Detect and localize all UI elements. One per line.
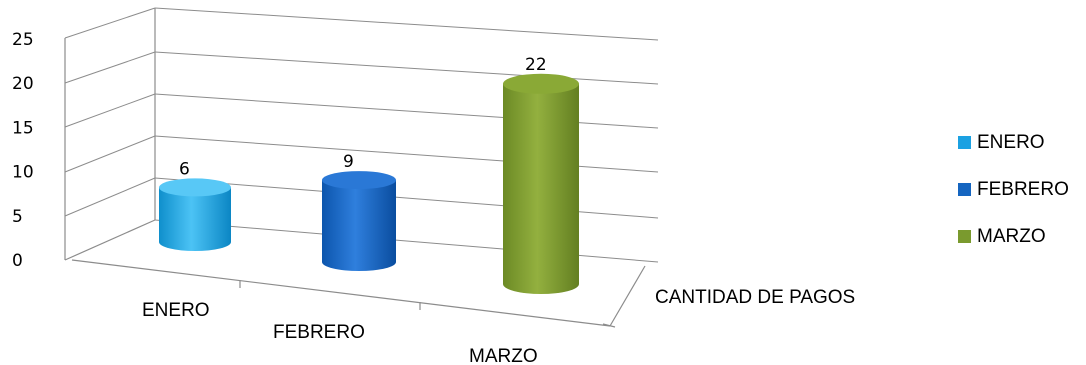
bar-body	[159, 187, 231, 251]
category-label: FEBRERO	[273, 322, 365, 343]
axes	[64, 8, 646, 328]
bar-top	[322, 171, 396, 190]
legend-label: ENERO	[977, 131, 1045, 153]
data-label: 22	[525, 55, 547, 75]
category-label: ENERO	[142, 300, 210, 321]
bars: 6 9 22	[159, 55, 579, 294]
legend-item-enero: ENERO	[958, 130, 1069, 155]
data-label: 6	[179, 159, 190, 179]
bar-top	[503, 73, 579, 94]
y-tick-label: 25	[12, 30, 34, 50]
y-tick-label: 15	[12, 118, 34, 138]
bar-febrero: 9	[322, 152, 396, 271]
depth-axis-label: CANTIDAD DE PAGOS	[655, 287, 855, 308]
y-tick-label: 5	[12, 207, 23, 227]
y-tick-label: 20	[12, 74, 34, 94]
legend-item-febrero: FEBRERO	[958, 177, 1069, 202]
legend-item-marzo: MARZO	[958, 224, 1069, 249]
legend: ENERO FEBRERO MARZO	[958, 130, 1069, 271]
data-label: 9	[343, 152, 354, 172]
legend-label: MARZO	[977, 225, 1046, 247]
category-labels: ENERO FEBRERO MARZO	[142, 300, 538, 365]
y-tick-label: 10	[12, 163, 34, 183]
bar-enero: 6	[159, 159, 231, 251]
bar-body	[322, 180, 396, 271]
legend-swatch	[958, 183, 971, 196]
legend-swatch	[958, 136, 971, 149]
bar-marzo: 22	[503, 55, 579, 294]
legend-swatch	[958, 230, 971, 243]
bar-body	[503, 83, 579, 294]
y-tick-label: 0	[12, 251, 23, 271]
legend-label: FEBRERO	[977, 178, 1069, 200]
back-wall-gridlines	[154, 7, 659, 263]
side-wall-gridlines	[64, 7, 156, 217]
category-label: MARZO	[469, 346, 538, 365]
bar-top	[159, 178, 231, 197]
y-axis-tick-labels: 0 5 10 15 20 25	[12, 30, 34, 271]
